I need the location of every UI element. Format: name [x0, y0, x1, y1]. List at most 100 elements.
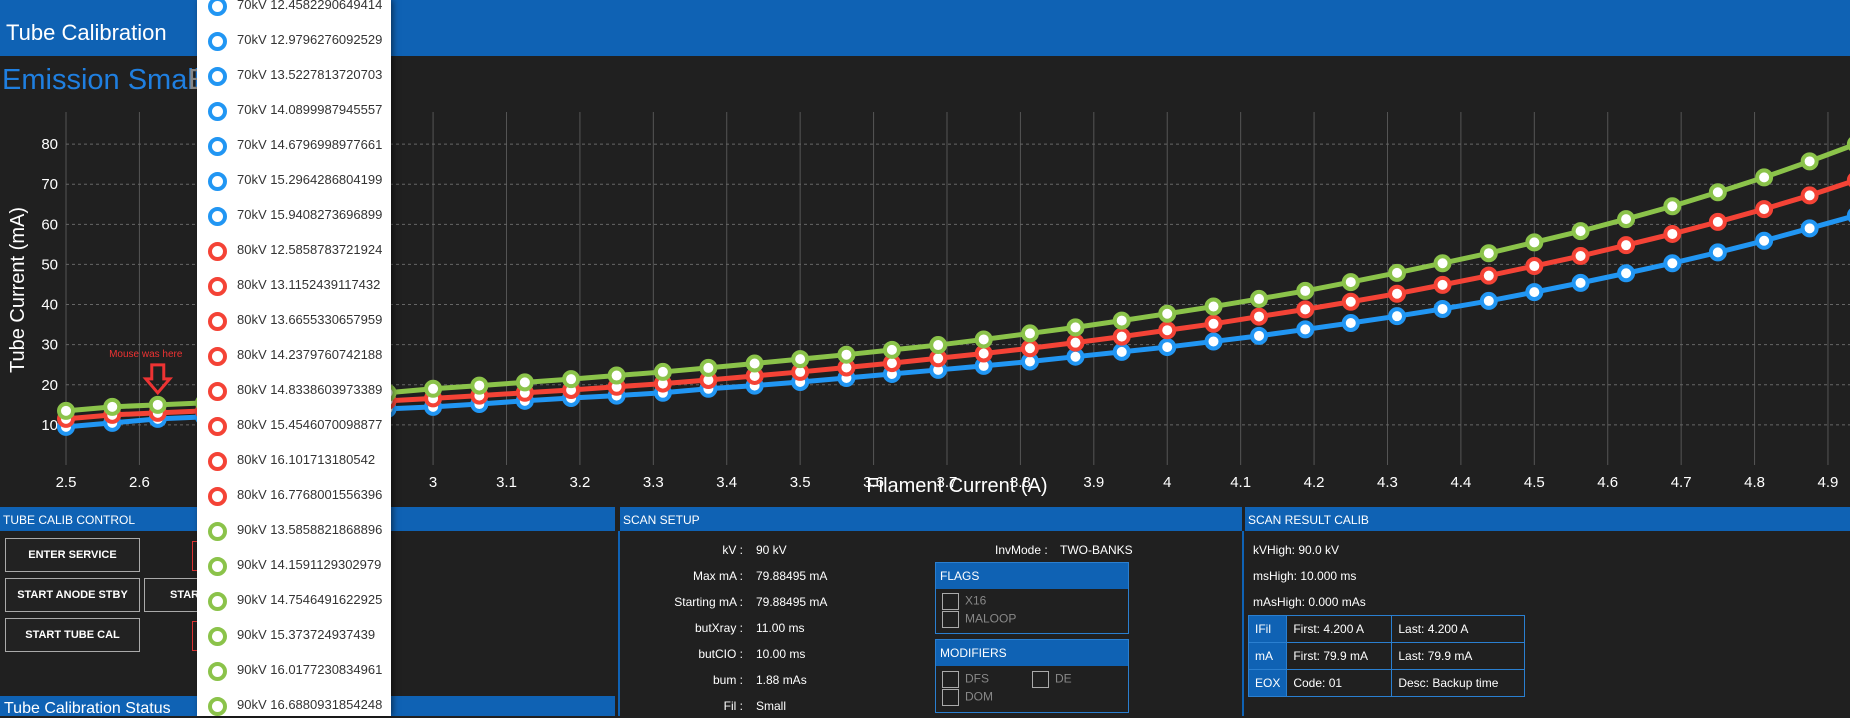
dropdown-item-label: 80kV 14.2379760742188 [237, 347, 383, 362]
enter-service-button[interactable]: ENTER SERVICE [5, 538, 140, 572]
series-marker-icon [208, 347, 227, 366]
scan-result-table: IFil First: 4.200 A Last: 4.200 A mA First:… [1247, 615, 1526, 697]
data-point [1296, 300, 1315, 319]
x-tick-label: 2.6 [129, 474, 150, 491]
dropdown-item[interactable]: 70kV 12.9796276092529 [197, 22, 391, 57]
series-marker-icon [208, 172, 227, 191]
setup-value: 90 kV [756, 543, 787, 557]
dropdown-item-label: 70kV 12.4582290649414 [237, 0, 383, 12]
data-point [1708, 183, 1727, 202]
dropdown-item[interactable]: 70kV 14.0899987945557 [197, 92, 391, 127]
data-point [1020, 324, 1039, 343]
series-marker-icon [208, 207, 227, 226]
dropdown-item[interactable]: 80kV 16.101713180542 [197, 442, 391, 477]
dropdown-item-label: 90kV 13.5858821868896 [237, 522, 383, 537]
dropdown-item-label: 80kV 13.1152439117432 [237, 277, 381, 292]
x-tick-label: 4.1 [1230, 474, 1251, 491]
series-marker-icon [208, 312, 227, 331]
dfs-checkbox[interactable]: DFS [942, 671, 989, 688]
dropdown-item[interactable]: 80kV 16.7768001556396 [197, 477, 391, 512]
de-checkbox[interactable]: DE [1032, 671, 1072, 688]
series-marker-icon [208, 627, 227, 646]
setup-label: butXray : [694, 621, 743, 635]
series-marker-icon [208, 102, 227, 121]
annotation-label: Mouse was here [109, 349, 183, 360]
data-point [1479, 291, 1498, 310]
dom-checkbox[interactable]: DOM [942, 689, 993, 706]
table-row: IFil First: 4.200 A Last: 4.200 A [1247, 615, 1526, 643]
data-point [1571, 222, 1590, 241]
setup-value: 1.88 mAs [756, 673, 807, 687]
maloop-checkbox[interactable]: MALOOP [942, 611, 1016, 628]
dropdown-item[interactable]: 80kV 13.1152439117432 [197, 267, 391, 302]
data-point [1525, 233, 1544, 252]
flags-group: FLAGS [935, 562, 1129, 634]
data-point [1066, 318, 1085, 337]
data-point [1388, 307, 1407, 326]
table-row: mA First: 79.9 mA Last: 79.9 mA [1247, 642, 1526, 670]
panel-divider [1242, 531, 1244, 716]
data-point [1158, 304, 1177, 323]
red-outline [192, 621, 201, 651]
series-marker-icon [208, 557, 227, 576]
dropdown-item[interactable]: 90kV 14.7546491622925 [197, 582, 391, 617]
data-point [1663, 197, 1682, 216]
setup-label: butCIO : [698, 647, 743, 661]
dropdown-item[interactable]: 90kV 16.6880931854248 [197, 687, 391, 716]
series-marker-icon [208, 137, 227, 156]
series-marker-icon [208, 452, 227, 471]
dropdown-item[interactable]: 90kV 16.0177230834961 [197, 652, 391, 687]
x-tick-label: 3.4 [716, 474, 737, 491]
dropdown-item[interactable]: 70kV 12.4582290649414 [197, 0, 391, 22]
start-anode-stby-button[interactable]: START ANODE STBY [5, 578, 140, 612]
data-point [470, 376, 489, 395]
dropdown-item-label: 90kV 14.7546491622925 [237, 592, 383, 607]
data-point [1708, 243, 1727, 262]
y-tick-label: 70 [41, 176, 58, 193]
start-tube-cal-button[interactable]: START TUBE CAL [5, 618, 140, 652]
data-point [1571, 247, 1590, 266]
dropdown-item[interactable]: 80kV 14.2379760742188 [197, 337, 391, 372]
x16-checkbox[interactable]: X16 [942, 593, 986, 610]
window-title: Tube Calibration [6, 20, 167, 45]
red-outline [192, 541, 201, 571]
x-tick-label: 4.4 [1450, 474, 1471, 491]
data-point [1755, 231, 1774, 250]
dropdown-item-label: 90kV 14.1591129302979 [237, 557, 382, 572]
series-marker-icon [208, 0, 227, 16]
data-point [1388, 263, 1407, 282]
data-point [1525, 257, 1544, 276]
data-point [974, 344, 993, 363]
scan-result-header: SCAN RESULT CALIB [1245, 507, 1850, 531]
mshigh-value: msHigh: 10.000 ms [1253, 569, 1357, 583]
dropdown-item[interactable]: 80kV 15.4546070098877 [197, 407, 391, 442]
dropdown-item[interactable]: 90kV 14.1591129302979 [197, 547, 391, 582]
invmode-label: InvMode : [995, 543, 1048, 557]
dropdown-item[interactable]: 80kV 14.8338603973389 [197, 372, 391, 407]
dropdown-item[interactable]: 90kV 15.373724937439 [197, 617, 391, 652]
y-tick-label: 10 [41, 417, 58, 434]
dropdown-item-label: 80kV 12.5858783721924 [237, 242, 383, 257]
scan-setup-header: SCAN SETUP [620, 507, 1242, 531]
dropdown-item[interactable]: 90kV 13.5858821868896 [197, 512, 391, 547]
x-tick-label: 3.7 [937, 474, 958, 491]
data-point [103, 397, 122, 416]
data-point [1066, 347, 1085, 366]
data-point [1479, 266, 1498, 285]
dropdown-item[interactable]: 70kV 13.5227813720703 [197, 57, 391, 92]
data-point [1388, 284, 1407, 303]
data-point [1296, 320, 1315, 339]
invmode-value: TWO-BANKS [1060, 543, 1133, 557]
tab-emission-small[interactable]: Emission Small [2, 64, 201, 96]
dropdown-item[interactable]: 70kV 14.6796998977661 [197, 127, 391, 162]
dropdown-item-label: 80kV 16.101713180542 [237, 452, 376, 467]
dropdown-item[interactable]: 70kV 15.2964286804199 [197, 162, 391, 197]
dropdown-item[interactable]: 80kV 12.5858783721924 [197, 232, 391, 267]
start-button[interactable]: START [144, 578, 206, 612]
x-tick-label: 3.2 [569, 474, 590, 491]
data-point [1250, 326, 1269, 345]
dropdown-item[interactable]: 70kV 15.9408273696899 [197, 197, 391, 232]
series-dropdown-list[interactable]: 70kV 12.4582290649414 70kV 12.97962760925… [197, 0, 391, 716]
data-point [424, 379, 443, 398]
dropdown-item[interactable]: 80kV 13.6655330657959 [197, 302, 391, 337]
